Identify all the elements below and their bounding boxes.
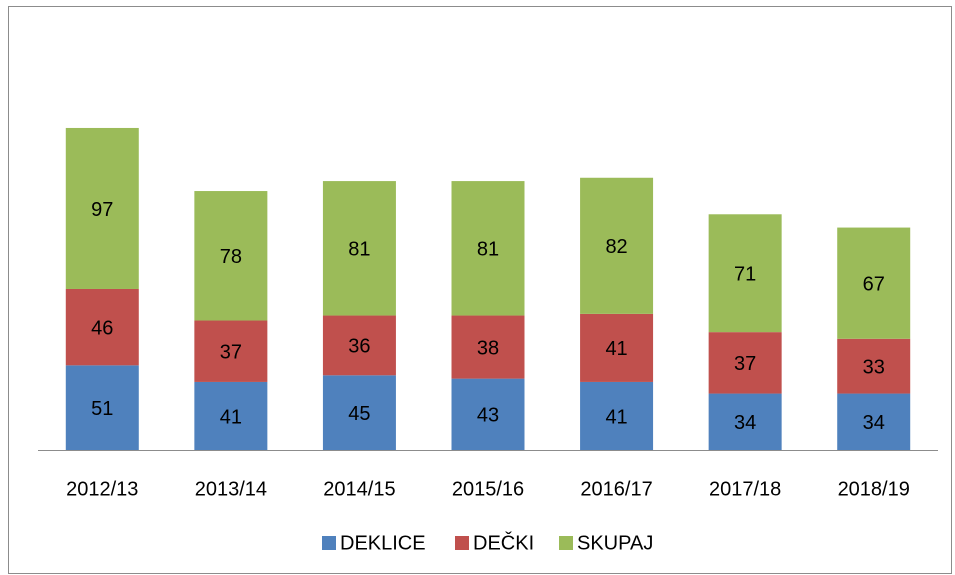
data-label: 41: [605, 338, 627, 360]
bar-segment: [708, 332, 782, 394]
data-label: 81: [477, 239, 499, 261]
x-tick-label: 2018/19: [838, 478, 910, 500]
bar-segment: [451, 181, 525, 316]
bar-segment: [322, 181, 396, 316]
data-label: 71: [734, 263, 756, 285]
bar-segment: [322, 315, 396, 376]
legend-label: DEKLICE: [340, 532, 426, 554]
bar-segment: [194, 320, 268, 382]
bar-segment: [65, 288, 139, 366]
data-label: 51: [91, 398, 113, 420]
bar-segment: [451, 378, 525, 450]
data-label: 67: [863, 273, 885, 295]
data-label: 97: [91, 199, 113, 221]
data-label: 38: [477, 337, 499, 359]
data-label: 78: [220, 246, 242, 268]
bar-segment: [194, 381, 268, 450]
legend-label: SKUPAJ: [577, 532, 653, 554]
bar-segment: [580, 381, 654, 450]
data-label: 46: [91, 317, 113, 339]
bar-segment: [837, 338, 911, 394]
data-label: 45: [348, 403, 370, 425]
data-label: 82: [605, 236, 627, 258]
x-tick-label: 2017/18: [709, 478, 781, 500]
data-label: 36: [348, 336, 370, 358]
bar-segment: [65, 365, 139, 450]
bar-segment: [580, 313, 654, 382]
data-label: 41: [605, 406, 627, 428]
x-tick-label: 2012/13: [66, 478, 138, 500]
bar-segment: [708, 393, 782, 450]
data-label: 37: [734, 353, 756, 375]
bar-segment: [837, 227, 911, 339]
x-tick-label: 2013/14: [195, 478, 267, 500]
legend-swatch: [559, 536, 573, 550]
data-label: 34: [863, 412, 885, 434]
data-label: 43: [477, 405, 499, 427]
legend-label: DEČKI: [473, 531, 534, 554]
data-label: 33: [863, 356, 885, 378]
legend-swatch: [322, 536, 336, 550]
bar-segment: [65, 127, 139, 289]
legend-swatch: [455, 536, 469, 550]
x-tick-label: 2015/16: [452, 478, 524, 500]
data-label: 81: [348, 239, 370, 261]
bar-segment: [194, 191, 268, 321]
data-label: 41: [220, 406, 242, 428]
data-label: 37: [220, 342, 242, 364]
data-label: 34: [734, 412, 756, 434]
x-tick-label: 2016/17: [580, 478, 652, 500]
x-tick-label: 2014/15: [323, 478, 395, 500]
bar-segment: [451, 315, 525, 379]
bar-segment: [322, 375, 396, 450]
bar-segment: [580, 177, 654, 314]
bar-segment: [837, 393, 911, 450]
bar-segment: [708, 214, 782, 333]
